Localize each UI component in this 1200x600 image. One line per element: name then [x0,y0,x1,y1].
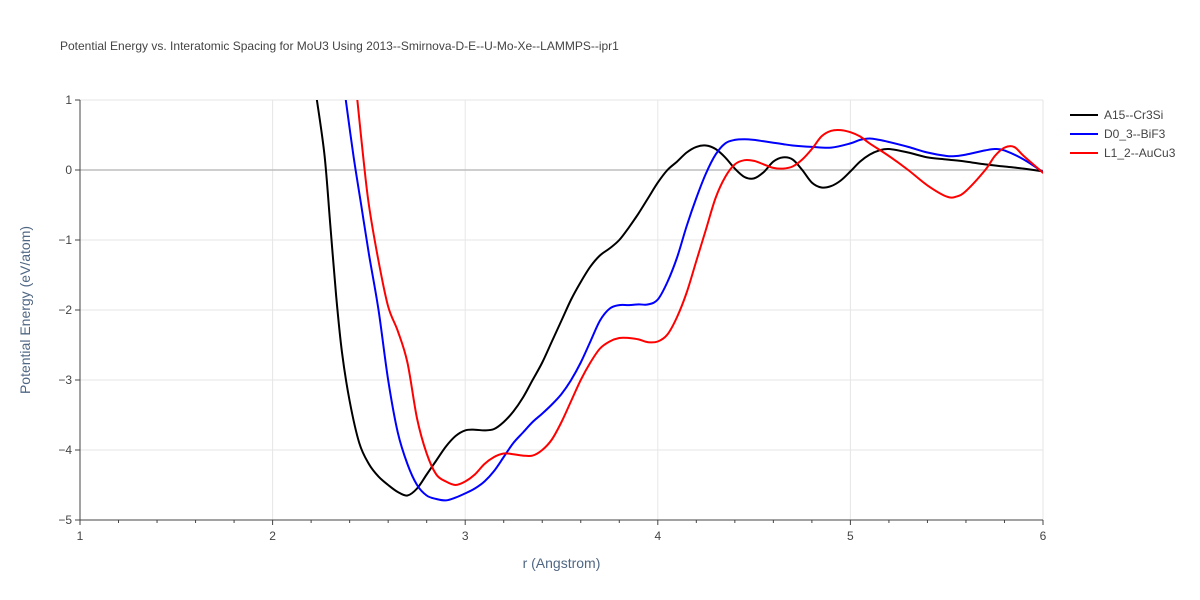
axes: 1 2 3 4 5 6 −5 −4 −3 −2 −1 0 1 [58,93,1046,543]
y-tick-label: 1 [65,93,72,107]
y-axis-title: Potential Energy (eV/atom) [17,226,33,394]
x-axis-title: r (Angstrom) [523,555,601,571]
legend-label: A15--Cr3Si [1104,108,1163,122]
legend-label: L1_2--AuCu3 [1104,146,1176,160]
series-line-3 [356,100,1043,486]
grid [80,99,1044,520]
x-tick-label: 5 [847,529,854,543]
y-tick-label: −3 [58,373,72,387]
x-tick-label: 2 [269,529,276,543]
y-tick-label: −5 [58,513,72,527]
x-tick-label: 3 [462,529,469,543]
y-tick-label: −2 [58,303,72,317]
chart-title: Potential Energy vs. Interatomic Spacing… [60,39,619,53]
series-line-2 [344,100,1043,502]
legend: A15--Cr3Si D0_3--BiF3 L1_2--AuCu3 [1070,108,1176,160]
y-tick-label: −4 [58,443,72,457]
x-tick-label: 1 [77,529,84,543]
series-line-1 [315,100,1043,497]
y-tick-label: −1 [58,233,72,247]
series-layer [315,100,1043,502]
legend-label: D0_3--BiF3 [1104,127,1166,141]
y-tick-label: 0 [65,163,72,177]
x-tick-label: 6 [1040,529,1047,543]
x-tick-label: 4 [654,529,661,543]
